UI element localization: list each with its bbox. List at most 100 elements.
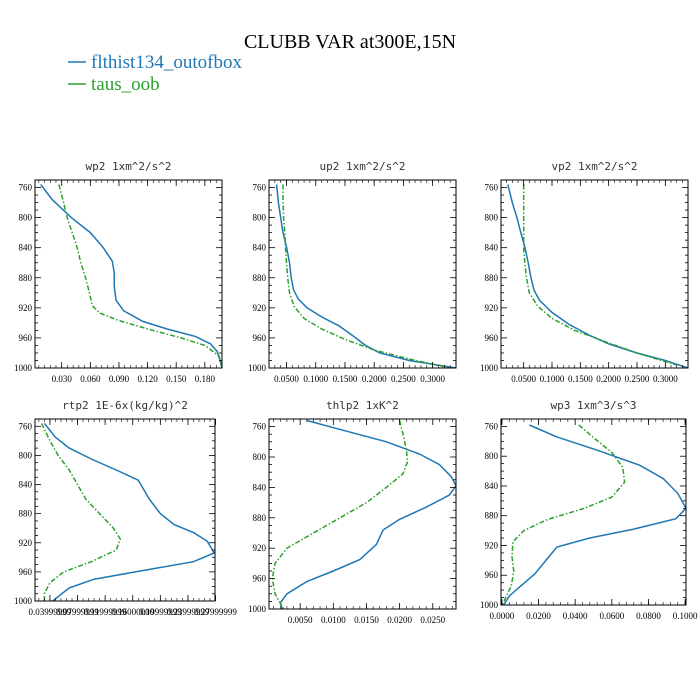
y-tick-label: 840 — [485, 481, 499, 491]
y-tick-label: 920 — [19, 538, 33, 548]
y-tick-label: 760 — [253, 422, 267, 432]
series-line-taus-oob — [282, 184, 451, 368]
series-line-flthist134 — [507, 184, 688, 368]
x-tick-label: 0.2500 — [625, 374, 650, 384]
legend-label-taus-oob: taus_oob — [91, 74, 160, 95]
y-tick-label: 880 — [19, 273, 33, 283]
y-tick-label: 760 — [485, 421, 499, 431]
y-tick-label: 960 — [485, 570, 499, 580]
x-tick-label: 0.060 — [80, 374, 101, 384]
y-tick-label: 760 — [485, 183, 499, 193]
y-tick-label: 960 — [253, 574, 267, 584]
panel-title: up2 1xm^2/s^2 — [319, 160, 405, 173]
y-tick-label: 960 — [253, 333, 267, 343]
legend-label-flthist134: flthist134_outofbox — [91, 52, 242, 73]
y-tick-label: 800 — [485, 451, 499, 461]
panel-title: rtp2 1E-6x(kg/kg)^2 — [62, 399, 188, 412]
x-tick-label: 0.3000 — [420, 374, 445, 384]
plot-frame — [268, 179, 457, 369]
y-tick-label: 880 — [19, 509, 33, 519]
y-tick-label: 840 — [485, 243, 499, 253]
y-tick-label: 1000 — [248, 363, 267, 373]
x-tick-label: 0.0000 — [490, 611, 515, 621]
y-tick-label: 760 — [253, 183, 267, 193]
series-line-flthist134 — [40, 184, 222, 368]
x-tick-label: 0.11999999 — [84, 607, 127, 617]
y-tick-label: 1000 — [248, 604, 267, 614]
panel-2: up2 1xm^2/s^2 760 800 840 880 920 960 1000 0.050… — [248, 160, 457, 384]
x-tick-label: 0.0600 — [599, 611, 624, 621]
x-tick-label: 0.0150 — [354, 615, 379, 625]
x-tick-label: 0.150 — [166, 374, 187, 384]
y-tick-label: 840 — [19, 243, 33, 253]
x-tick-label: 0.0200 — [387, 615, 412, 625]
legend: flthist134_outofbox taus_oob — [68, 52, 242, 95]
x-tick-label: 0.03999999 — [29, 607, 72, 617]
series-line-taus-oob — [40, 423, 122, 601]
x-tick-label: 0.1500 — [333, 374, 358, 384]
series-line-flthist134 — [279, 419, 456, 609]
y-tick-label: 920 — [485, 540, 499, 550]
x-tick-label: 0.27999999 — [194, 607, 237, 617]
y-tick-label: 880 — [485, 273, 499, 283]
panel-title: wp3 1xm^3/s^3 — [550, 399, 636, 412]
x-tick-label: 0.2500 — [391, 374, 416, 384]
x-tick-label: 0.0500 — [274, 374, 299, 384]
panel-5: thlp2 1xK^2 760 800 840 880 920 960 1000 0.0050 0… — [248, 399, 457, 625]
x-tick-label: 0.0200 — [526, 611, 551, 621]
x-tick-label: 0.16000000 — [111, 607, 154, 617]
x-tick-label: 0.07999999 — [56, 607, 99, 617]
x-tick-label: 0.2000 — [596, 374, 621, 384]
x-tick-label: 0.1000 — [540, 374, 565, 384]
x-tick-label: 0.1000 — [673, 611, 698, 621]
panel-3: vp2 1xm^2/s^2 760 800 840 880 920 960 1000 0.050… — [480, 160, 689, 384]
x-tick-label: 0.0250 — [420, 615, 445, 625]
plot-frame — [34, 179, 223, 369]
y-tick-label: 840 — [253, 243, 267, 253]
y-tick-label: 800 — [19, 213, 33, 223]
x-tick-label: 0.180 — [195, 374, 216, 384]
y-tick-label: 1000 — [14, 596, 33, 606]
y-tick-label: 880 — [253, 273, 267, 283]
y-tick-label: 880 — [253, 513, 267, 523]
panel-1: wp2 1xm^2/s^2 760 800 840 880 920 960 1000 0.030… — [14, 160, 223, 384]
series-line-taus-oob — [522, 184, 677, 366]
x-tick-label: 0.1500 — [568, 374, 593, 384]
y-tick-label: 880 — [485, 511, 499, 521]
y-tick-label: 760 — [19, 421, 33, 431]
figure-title: CLUBB VAR at300E,15N — [244, 31, 456, 53]
y-tick-label: 800 — [485, 213, 499, 223]
y-tick-label: 1000 — [14, 363, 33, 373]
y-tick-label: 800 — [19, 450, 33, 460]
panel-title: thlp2 1xK^2 — [326, 399, 399, 412]
plot-frame — [500, 418, 687, 606]
y-tick-label: 920 — [485, 303, 499, 313]
x-tick-label: 0.23999999 — [167, 607, 210, 617]
y-tick-label: 920 — [253, 303, 267, 313]
panel-6: wp3 1xm^3/s^3 760 800 840 880 920 960 10000.000… — [480, 399, 698, 621]
panel-grid: wp2 1xm^2/s^2 760 800 840 880 920 960 1000 0.030… — [14, 160, 698, 625]
y-tick-label: 920 — [253, 543, 267, 553]
x-tick-label: 0.19999999 — [139, 607, 182, 617]
x-tick-label: 0.3000 — [653, 374, 678, 384]
y-tick-label: 760 — [19, 183, 33, 193]
x-tick-label: 0.0050 — [288, 615, 313, 625]
y-tick-label: 960 — [485, 333, 499, 343]
y-tick-label: 800 — [253, 213, 267, 223]
series-line-taus-oob — [502, 424, 626, 605]
plot-frame — [34, 418, 216, 602]
x-tick-label: 0.2000 — [362, 374, 387, 384]
panel-title: wp2 1xm^2/s^2 — [85, 160, 171, 173]
y-tick-label: 960 — [19, 333, 33, 343]
x-tick-label: 0.0800 — [636, 611, 661, 621]
x-tick-label: 0.1000 — [303, 374, 328, 384]
y-tick-label: 920 — [19, 303, 33, 313]
plot-frame — [268, 418, 457, 610]
y-tick-label: 1000 — [480, 363, 499, 373]
y-tick-label: 960 — [19, 567, 33, 577]
x-tick-label: 0.0100 — [321, 615, 346, 625]
plot-frame — [500, 179, 689, 369]
x-tick-label: 0.0500 — [511, 374, 536, 384]
x-tick-label: 0.030 — [52, 374, 73, 384]
